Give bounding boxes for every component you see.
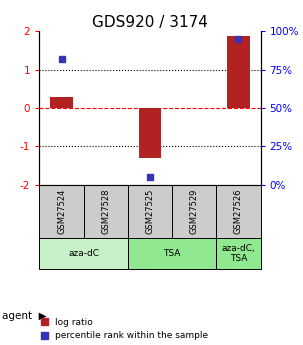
Bar: [128, 185, 172, 238]
Bar: [216, 238, 261, 269]
Bar: [128, 238, 216, 269]
Bar: [39, 238, 128, 269]
Legend: log ratio, percentile rank within the sample: log ratio, percentile rank within the sa…: [41, 318, 208, 341]
Text: TSA: TSA: [163, 249, 181, 258]
Bar: [139, 108, 161, 158]
Text: GSM27528: GSM27528: [101, 189, 110, 234]
Text: aza-dC,
TSA: aza-dC, TSA: [221, 244, 255, 263]
Text: GSM27529: GSM27529: [190, 189, 199, 234]
Text: GSM27526: GSM27526: [234, 189, 243, 234]
Text: agent  ▶: agent ▶: [2, 311, 46, 321]
Text: GSM27525: GSM27525: [145, 189, 155, 234]
Title: GDS920 / 3174: GDS920 / 3174: [92, 15, 208, 30]
Bar: [172, 185, 216, 238]
Bar: [227, 36, 250, 108]
Bar: [216, 185, 261, 238]
Bar: [39, 185, 84, 238]
Text: GSM27524: GSM27524: [57, 189, 66, 234]
Bar: [50, 97, 73, 108]
Text: aza-dC: aza-dC: [68, 249, 99, 258]
Bar: [84, 185, 128, 238]
